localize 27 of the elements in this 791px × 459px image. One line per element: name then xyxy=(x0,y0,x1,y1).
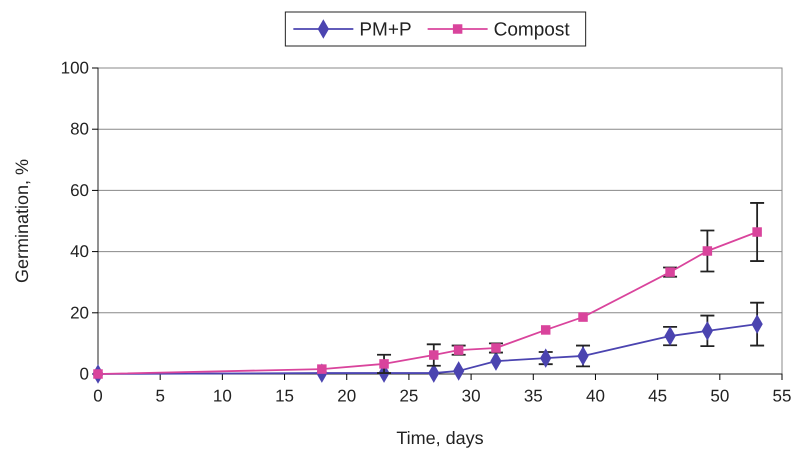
point xyxy=(702,246,712,256)
x-axis-title: Time, days xyxy=(396,428,484,448)
point xyxy=(752,227,762,237)
legend-label: PM+P xyxy=(359,20,412,41)
x-tick-label: 5 xyxy=(155,386,165,406)
x-tick-label: 25 xyxy=(399,386,418,406)
y-tick-label: 80 xyxy=(70,120,89,139)
y-tick-label: 20 xyxy=(70,303,89,322)
y-tick-label: 60 xyxy=(70,180,89,200)
x-tick-label: 30 xyxy=(462,386,481,406)
y-tick-label: 100 xyxy=(60,58,89,78)
point xyxy=(578,312,588,322)
x-tick-label: 55 xyxy=(772,386,791,406)
x-tick-label: 35 xyxy=(524,386,543,406)
legend-label: Compost xyxy=(494,20,570,41)
y-tick-label: 40 xyxy=(70,242,89,262)
y-axis-title: Germination, % xyxy=(12,158,32,284)
point xyxy=(429,350,439,360)
x-tick-label: 10 xyxy=(212,386,232,406)
x-tick-label: 0 xyxy=(93,386,103,406)
y-tick-label: 0 xyxy=(80,364,89,384)
x-tick-label: 50 xyxy=(710,386,730,406)
x-tick-label: 20 xyxy=(337,386,356,406)
x-tick-label: 45 xyxy=(648,386,668,406)
point xyxy=(540,325,550,335)
x-tick-label: 40 xyxy=(586,386,605,406)
x-tick-label: 15 xyxy=(275,386,294,406)
